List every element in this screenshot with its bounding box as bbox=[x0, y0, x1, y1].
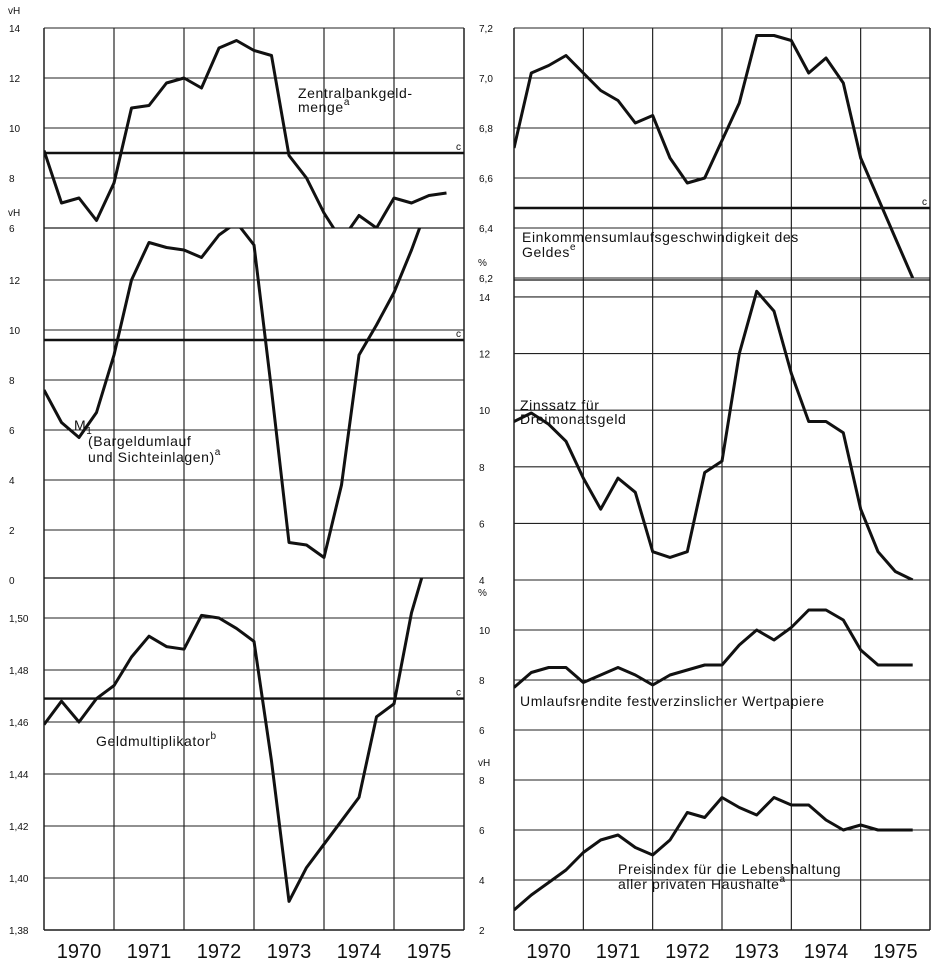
footnote-marker: a bbox=[344, 97, 350, 108]
year-label: 1972 bbox=[665, 941, 710, 963]
y-tick-label: 0 bbox=[9, 576, 15, 587]
year-label: 1973 bbox=[734, 941, 779, 963]
reference-label: c bbox=[456, 688, 461, 699]
series-line-zins bbox=[514, 289, 914, 580]
unit-label: % bbox=[478, 588, 487, 599]
y-tick-label: 12 bbox=[9, 74, 21, 85]
chart-gm: 1,38 1,40 1,42 1,44 1,46 1,48 1,50 c Geldmultipl… bbox=[9, 578, 464, 937]
y-tick-label: 7,2 bbox=[479, 24, 493, 35]
year-label: 1974 bbox=[804, 941, 849, 963]
reference-label: c bbox=[456, 142, 461, 153]
y-tick-label: 6 bbox=[479, 726, 485, 737]
y-tick-label: 14 bbox=[479, 293, 491, 304]
y-tick-label: 6,4 bbox=[479, 224, 493, 235]
reference-label: c bbox=[922, 197, 927, 208]
y-tick-label: 1,38 bbox=[9, 926, 29, 937]
series-label: Preisindex für die Lebenshaltung bbox=[618, 861, 841, 877]
series-line-gm bbox=[44, 578, 424, 903]
y-tick-label: 6 bbox=[9, 224, 15, 235]
y-tick-label: 8 bbox=[479, 463, 485, 474]
y-tick-label: 10 bbox=[479, 626, 491, 637]
y-tick-label: 12 bbox=[479, 350, 491, 361]
y-tick-label: 6,8 bbox=[479, 124, 493, 135]
year-label: 1972 bbox=[197, 941, 242, 963]
y-tick-label: 4 bbox=[479, 576, 485, 587]
series-label: mengea bbox=[298, 97, 350, 115]
y-tick-label: 1,46 bbox=[9, 718, 29, 729]
y-tick-label: 10 bbox=[479, 406, 491, 417]
y-tick-label: 8 bbox=[479, 776, 485, 787]
series-line-zbg bbox=[44, 39, 447, 228]
y-tick-label: 2 bbox=[479, 926, 485, 937]
y-tick-label: 10 bbox=[9, 326, 21, 337]
y-tick-label: 8 bbox=[9, 174, 15, 185]
year-label: 1971 bbox=[596, 941, 641, 963]
y-tick-label: 6,2 bbox=[479, 274, 493, 285]
unit-label: vH bbox=[8, 208, 20, 219]
y-tick-label: 6 bbox=[479, 519, 485, 530]
y-tick-label: 2 bbox=[9, 526, 15, 537]
series-label: Dreimonatsgeld bbox=[520, 411, 626, 427]
subscript: 1 bbox=[86, 426, 92, 437]
chart-preis: 2 4 6 8 vH Preisindex für die Lebenshaltungal… bbox=[478, 758, 930, 937]
series-line-rendite bbox=[514, 608, 913, 689]
series-label: (Bargeldumlauf bbox=[88, 433, 191, 449]
footnote-marker: a bbox=[215, 447, 221, 458]
series-label: Einkommensumlaufsgeschwindigkeit des bbox=[522, 229, 799, 245]
year-label: 1975 bbox=[873, 941, 918, 963]
y-tick-label: 4 bbox=[9, 476, 15, 487]
reference-label: c bbox=[456, 329, 461, 340]
y-tick-label: 14 bbox=[9, 24, 21, 35]
y-tick-label: 6 bbox=[9, 426, 15, 437]
y-tick-label: 1,42 bbox=[9, 822, 29, 833]
y-tick-label: 7,0 bbox=[479, 74, 493, 85]
series-line-preis bbox=[514, 796, 913, 912]
unit-label: % bbox=[478, 258, 487, 269]
chart-zbg: 6 8 10 12 14 vH c Zentralbankgeld-mengea bbox=[8, 6, 464, 235]
year-label: 1975 bbox=[407, 941, 452, 963]
footnote-marker: a bbox=[779, 874, 785, 885]
year-label: 1971 bbox=[127, 941, 172, 963]
year-label: 1970 bbox=[57, 941, 102, 963]
unit-label: vH bbox=[478, 758, 490, 769]
series-label: und Sichteinlagen)a bbox=[88, 447, 221, 465]
y-tick-label: 10 bbox=[9, 124, 21, 135]
y-tick-label: 12 bbox=[9, 276, 21, 287]
year-label: 1970 bbox=[526, 941, 571, 963]
unit-label: vH bbox=[8, 6, 20, 17]
series-label: Geldese bbox=[522, 242, 576, 260]
chart-rendite: 6 8 10% Umlaufsrendite festverzinslicher We… bbox=[478, 588, 930, 737]
chart-ugw: 6,2 6,4 6,6 6,8 7,0 7,2 c Einkommensumlaufsgesc… bbox=[479, 24, 930, 285]
y-tick-label: 6 bbox=[479, 826, 485, 837]
series-label: aller privaten Haushaltea bbox=[618, 874, 786, 892]
y-tick-label: 1,44 bbox=[9, 770, 29, 781]
year-label: 1974 bbox=[337, 941, 382, 963]
y-tick-label: 1,48 bbox=[9, 666, 29, 677]
y-tick-label: 4 bbox=[479, 876, 485, 887]
series-label: Zentralbankgeld- bbox=[298, 85, 413, 101]
y-tick-label: 1,50 bbox=[9, 614, 29, 625]
series-label: Geldmultiplikatorb bbox=[96, 731, 217, 749]
y-tick-label: 1,40 bbox=[9, 874, 29, 885]
series-line-ugw bbox=[514, 34, 915, 279]
y-tick-label: 8 bbox=[9, 376, 15, 387]
footnote-marker: e bbox=[570, 242, 576, 253]
series-label: Zinssatz für bbox=[520, 397, 600, 413]
footnote-marker: b bbox=[210, 731, 216, 742]
series-label: Umlaufsrendite festverzinslicher Wertpap… bbox=[520, 693, 825, 709]
y-tick-label: 6,6 bbox=[479, 174, 493, 185]
series-line-m1 bbox=[44, 228, 422, 559]
y-tick-label: 8 bbox=[479, 676, 485, 687]
year-label: 1973 bbox=[267, 941, 312, 963]
